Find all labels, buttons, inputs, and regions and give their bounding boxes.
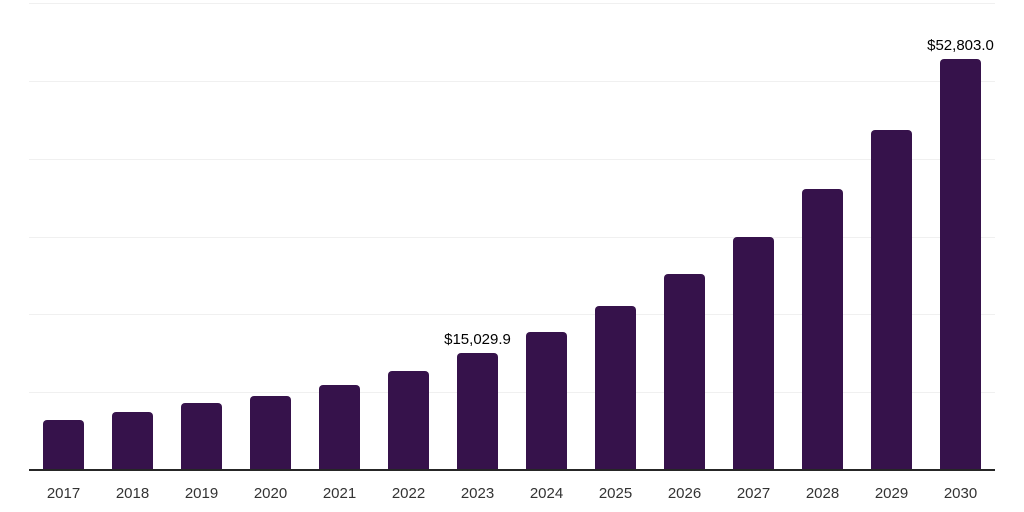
- bar-2024: [526, 331, 567, 470]
- bar-2022: [388, 371, 429, 470]
- x-tick-2027: 2027: [736, 485, 771, 502]
- x-axis-line: [29, 469, 995, 471]
- gridline-10000: [29, 392, 995, 394]
- bar-2018: [112, 412, 153, 470]
- x-tick-2020: 2020: [253, 485, 288, 502]
- x-tick-2023: 2023: [460, 485, 495, 502]
- x-tick-2029: 2029: [874, 485, 909, 502]
- bar-2027: [733, 237, 774, 470]
- bar-2028: [802, 189, 843, 470]
- x-tick-2024: 2024: [529, 485, 564, 502]
- bar-2025: [595, 306, 636, 470]
- gridline-40000: [29, 158, 995, 160]
- value-label-2023: $15,029.9: [444, 331, 511, 349]
- bar-2030: [940, 59, 981, 470]
- bar-2021: [319, 384, 360, 470]
- x-tick-2021: 2021: [322, 485, 357, 502]
- gridline-60000: [29, 3, 995, 4]
- bar-2019: [181, 402, 222, 470]
- x-tick-2022: 2022: [391, 485, 426, 502]
- bar-2020: [250, 396, 291, 470]
- bar-2026: [664, 274, 705, 470]
- x-tick-2026: 2026: [667, 485, 702, 502]
- x-tick-2018: 2018: [115, 485, 150, 502]
- gridline-50000: [29, 80, 995, 82]
- x-tick-2017: 2017: [46, 485, 81, 502]
- bar-2023: [457, 353, 498, 470]
- bar-2017: [43, 420, 84, 470]
- x-tick-2019: 2019: [184, 485, 219, 502]
- value-label-2030: $52,803.0: [927, 37, 994, 55]
- gridline-20000: [29, 314, 995, 316]
- x-tick-2025: 2025: [598, 485, 633, 502]
- x-tick-2030: 2030: [943, 485, 978, 502]
- gridline-30000: [29, 236, 995, 238]
- x-tick-2028: 2028: [805, 485, 840, 502]
- bar-2029: [871, 129, 912, 470]
